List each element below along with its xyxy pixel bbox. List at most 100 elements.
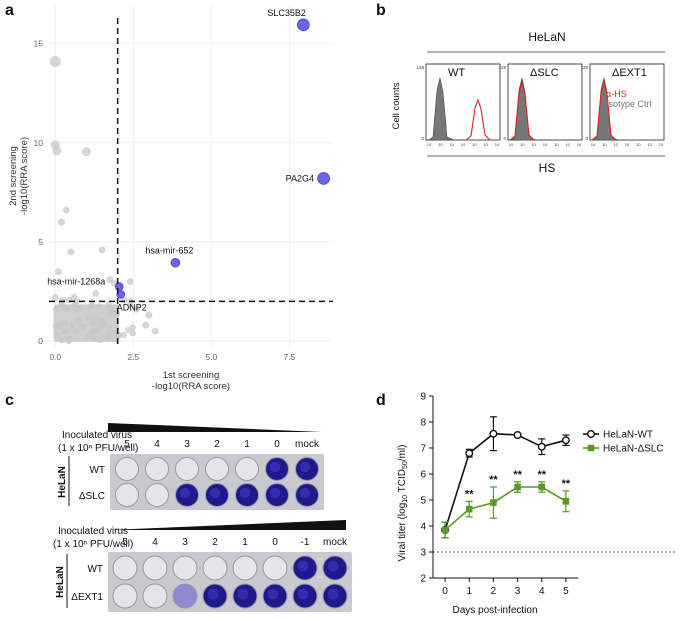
well-row-label: WT (87, 564, 103, 575)
plate-well-highlight (239, 487, 251, 499)
well-column-label: 1 (244, 439, 250, 450)
panel-a-ylabel-2: -log10(RRA score) (19, 137, 30, 215)
flow-xtick: 10 (509, 142, 514, 147)
a-cluster-point (109, 308, 116, 316)
plate-well (172, 555, 198, 581)
panel-d-growth-curve: 2 3 4 5 6 7 8 9 0 1 2 3 4 5 ** ** ** ** ** HeLaN-WT HeLaN-ΔS… (397, 392, 675, 616)
d-legend-marker (587, 444, 595, 452)
plate-well (112, 583, 138, 609)
a-point (92, 289, 100, 297)
a-cluster-point (52, 306, 60, 313)
a-xtick: 5.0 (205, 352, 217, 362)
a-cluster-point (52, 322, 60, 330)
flow-ytick-bottom: 0 (421, 136, 424, 141)
well-column-label: mock (295, 439, 320, 450)
plate-well (232, 555, 258, 581)
d-xtick: 4 (539, 586, 545, 597)
a-xtick: 0.0 (49, 352, 61, 362)
flow-ytick-top: 128 (416, 65, 424, 70)
panel-a-ylabel-1: 2nd screening (8, 146, 19, 206)
plate-well (175, 457, 199, 481)
a-point (98, 246, 106, 254)
flow-xtick: 10 (449, 142, 454, 147)
flow-xtick: 10 (647, 142, 652, 147)
d-point-wt (489, 429, 498, 438)
flow-ytick-bottom: 0 (585, 136, 588, 141)
panel-d-xlabel: Days post-infection (452, 605, 537, 616)
a-hit-point (114, 282, 124, 291)
row-group-label: HeLaN (55, 566, 66, 598)
a-point (142, 321, 150, 329)
plate-well-highlight (299, 487, 311, 499)
well-column-label: 3 (184, 439, 190, 450)
d-point-slc (562, 498, 570, 505)
a-cluster-point (73, 298, 81, 305)
well-row-label: ΔEXT1 (71, 592, 103, 603)
d-point-wt (513, 431, 522, 440)
legend-alpha-hs: α-HS (606, 89, 627, 99)
plate-well-highlight (269, 461, 281, 473)
plate-well-highlight (269, 487, 281, 499)
a-cluster-point (129, 324, 136, 331)
a-cluster-point (90, 328, 97, 335)
d-significance: ** (465, 488, 474, 500)
a-cluster-point (89, 301, 96, 308)
a-cluster-point (102, 334, 110, 341)
well-column-label: 5 (122, 537, 128, 548)
row-group-label: HeLaN (57, 466, 68, 498)
well-column-label: mock (323, 537, 348, 548)
plate-well-highlight (267, 588, 279, 600)
alpha-hs-histogram (509, 81, 535, 141)
panel-letter-c: c (5, 392, 14, 409)
plate-well (145, 457, 169, 481)
panel-b-xlabel: HS (539, 161, 556, 175)
flow-xtick: 10 (483, 142, 488, 147)
d-significance: ** (562, 478, 571, 490)
legend-isotype: Isotype Ctrl (606, 99, 652, 109)
a-cluster-point (95, 303, 103, 310)
a-cluster-point (57, 323, 64, 330)
flow-xtick: 10 (625, 142, 630, 147)
a-point (49, 56, 61, 68)
flow-xtick: 10 (531, 142, 536, 147)
well-row-label: ΔSLC (79, 491, 105, 502)
plate1-inoculated-label: Inoculated virus (62, 430, 132, 441)
panel-c-plates: Inoculated virus (1 x 10ⁿ PFU/well) 5 4 3 2… (53, 423, 352, 612)
flow-xtick: 10 (577, 142, 582, 147)
plate1-gradient-wedge (108, 423, 322, 432)
well-column-label: 2 (214, 439, 220, 450)
plate-well-highlight (297, 588, 309, 600)
a-xtick: 7.5 (283, 352, 295, 362)
flow-subplot-title: ΔSLC (530, 67, 559, 79)
a-cluster-point (65, 337, 72, 345)
d-xtick: 1 (466, 586, 472, 597)
plate2-gradient-wedge (108, 520, 346, 530)
flow-xtick: 10 (613, 142, 618, 147)
a-cluster-point (129, 329, 136, 337)
d-ytick: 3 (420, 548, 426, 559)
d-point-slc (514, 483, 521, 491)
a-ytick: 0 (38, 336, 43, 346)
d-significance: ** (513, 469, 522, 481)
plate-well (205, 457, 229, 481)
a-cluster-point (127, 302, 134, 309)
flow-ytick-top: 128 (580, 65, 588, 70)
d-point-slc (465, 505, 473, 513)
plate-well (112, 555, 138, 581)
plate-well (115, 483, 139, 507)
plate-well (202, 555, 228, 581)
d-legend: HeLaN-WT HeLaN-ΔSLC (583, 430, 664, 455)
a-xtick: 2.5 (127, 352, 139, 362)
d-series-line (444, 486, 567, 531)
d-significance: ** (489, 474, 498, 486)
a-hit-point (297, 18, 310, 32)
d-significance: ** (537, 469, 546, 481)
alpha-hs-histogram (465, 98, 491, 141)
plate-well-highlight (209, 487, 221, 499)
well-column-label: 4 (154, 439, 160, 450)
flow-subplot-title: WT (448, 67, 465, 79)
a-cluster-point (61, 319, 69, 326)
plate1-pfu-label: (1 x 10ⁿ PFU/well) (58, 443, 138, 454)
